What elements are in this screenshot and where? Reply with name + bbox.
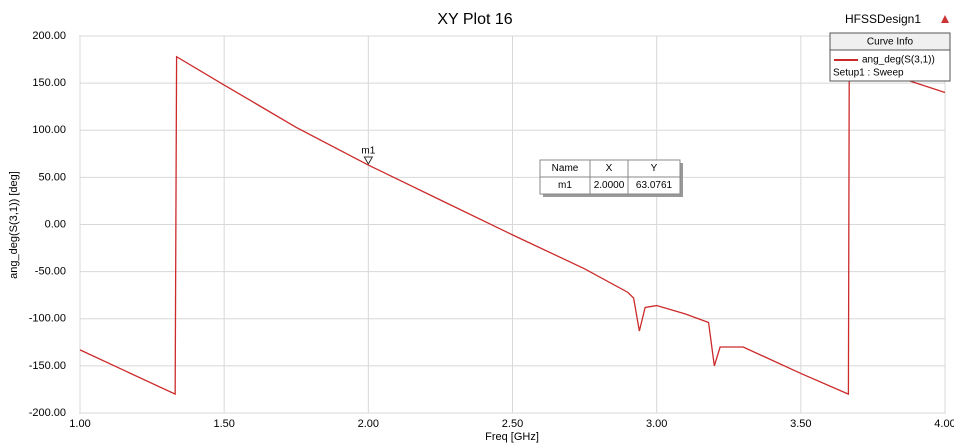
y-tick-label: 0.00	[45, 218, 66, 230]
y-tick-label: -100.00	[29, 313, 66, 325]
table-text: 63.0761	[636, 180, 673, 191]
x-tick-label: 1.50	[213, 418, 234, 430]
table-cell	[627, 176, 681, 195]
legend-title: Curve Info	[867, 37, 914, 48]
scroll-arrow[interactable]	[941, 15, 949, 23]
chart-title: XY Plot 16	[437, 11, 512, 28]
table-text: m1	[558, 180, 572, 191]
x-tick-label: 2.50	[502, 418, 523, 430]
y-tick-label: -50.00	[35, 266, 66, 278]
y-tick-label: 100.00	[32, 124, 66, 136]
legend-subtitle: Setup1 : Sweep	[833, 68, 904, 79]
y-tick-label: 50.00	[38, 171, 66, 183]
design-name: HFSSDesign1	[845, 12, 921, 26]
x-tick-label: 4.00	[934, 418, 954, 430]
y-tick-label: -150.00	[29, 360, 66, 372]
y-tick-label: 200.00	[32, 30, 66, 42]
legend-entry: ang_deg(S(3,1))	[862, 55, 935, 66]
x-axis-label: Freq [GHz]	[485, 431, 539, 443]
y-tick-label: -200.00	[29, 407, 66, 419]
table-text: 2.0000	[594, 180, 625, 191]
x-tick-label: 2.00	[358, 418, 379, 430]
x-tick-label: 3.50	[790, 418, 811, 430]
x-tick-label: 3.00	[646, 418, 667, 430]
marker-label: m1	[361, 146, 375, 157]
y-tick-label: 150.00	[32, 77, 66, 89]
table-text: X	[606, 163, 613, 174]
x-tick-label: 1.00	[69, 418, 90, 430]
marker	[363, 156, 374, 166]
table-text: Y	[651, 163, 658, 174]
y-axis-label: ang_deg(S(3,1)) [deg]	[8, 171, 20, 279]
table-text: Name	[552, 163, 579, 174]
legend-header	[829, 32, 951, 51]
data-line	[79, 55, 946, 396]
